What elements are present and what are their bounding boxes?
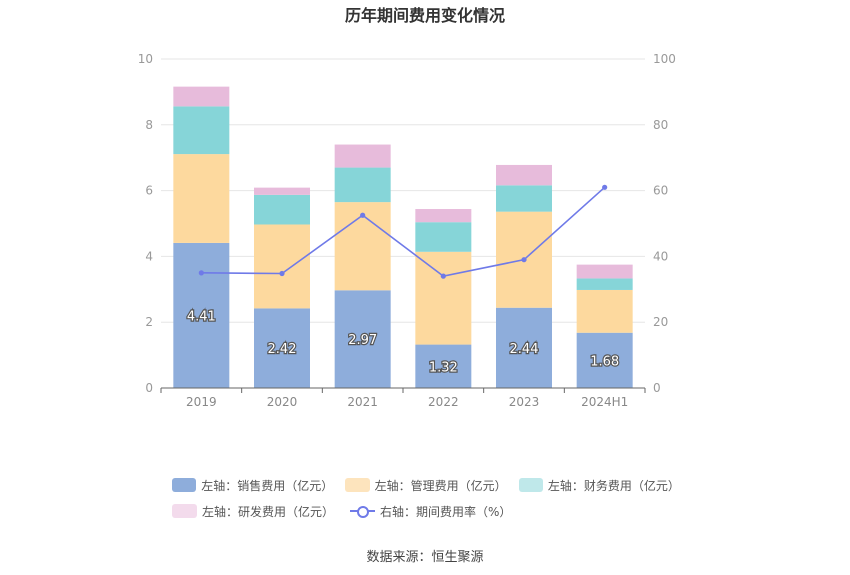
left-axis-tick-label: 4 (145, 249, 153, 263)
right-axis-tick-label: 80 (653, 118, 668, 132)
legend-item[interactable]: 左轴：财务费用（亿元） (518, 477, 680, 494)
legend-swatch (345, 478, 370, 492)
rate-line (201, 186, 606, 277)
legend-swatch (518, 478, 543, 492)
left-axis-tick-label: 8 (145, 118, 153, 132)
chart-title: 历年期间费用变化情况 (344, 6, 505, 25)
bar-3-2020 (254, 194, 310, 225)
bar-3-2019 (173, 106, 230, 155)
legend-label: 左轴：财务费用（亿元） (547, 478, 680, 493)
x-axis-tick-label: 2024H1 (581, 395, 628, 409)
bar-1-2022 (415, 344, 472, 388)
legend-label: 右轴：期间费用率（%） (380, 504, 512, 519)
rate-line-point (440, 273, 446, 279)
bar-3-2024H1 (576, 278, 633, 290)
bar-3-2023 (496, 185, 552, 212)
x-axis-tick-label: 2021 (347, 395, 378, 409)
legend-item[interactable]: 左轴：管理费用（亿元） (345, 477, 507, 494)
bar-data-label: 2.42 (268, 342, 297, 357)
bar-3-2022 (415, 222, 472, 252)
legend-label: 左轴：研发费用（亿元） (202, 504, 335, 519)
legend: 左轴：销售费用（亿元） 左轴：管理费用（亿元） 左轴：财务费用（亿元） 左轴：研发费用… (172, 472, 692, 524)
bar-4-2024H1 (576, 264, 633, 279)
right-axis-tick-label: 20 (653, 315, 668, 329)
left-axis-tick-label: 0 (145, 381, 153, 395)
bar-data-label: 2.97 (348, 333, 377, 348)
rate-line-point (279, 270, 285, 277)
legend-item[interactable]: 右轴：期间费用率（%） (350, 503, 511, 520)
bar-data-label: 1.68 (590, 354, 619, 369)
bar-1-2020 (254, 308, 310, 388)
right-axis-tick-label: 100 (653, 52, 676, 66)
rate-line-point (521, 257, 527, 263)
bar-2-2019 (173, 154, 230, 243)
bar-data-label: 1.32 (429, 360, 458, 375)
left-axis-tick-label: 10 (138, 52, 153, 66)
bar-data-label: 4.41 (187, 309, 216, 324)
rate-line-point (360, 212, 366, 218)
x-axis-tick-label: 2020 (267, 395, 298, 409)
legend-label: 左轴：销售费用（亿元） (201, 478, 334, 493)
x-axis-tick-label: 2019 (186, 395, 217, 409)
bar-data-label: 2.44 (510, 342, 539, 357)
legend-item[interactable]: 左轴：销售费用（亿元） (172, 477, 334, 494)
left-axis-tick-label: 6 (145, 184, 153, 198)
bar-2-2020 (254, 224, 310, 309)
right-axis-tick-label: 40 (653, 249, 668, 263)
legend-swatch (172, 504, 197, 518)
bar-4-2020 (254, 187, 310, 195)
source-note: 数据来源：恒生聚源 (366, 550, 484, 565)
legend-row: 左轴：研发费用（亿元） 右轴：期间费用率（%） (172, 498, 692, 524)
bar-3-2021 (334, 167, 391, 203)
bar-2-2024H1 (576, 289, 633, 333)
legend-line-marker (350, 504, 376, 518)
right-axis-tick-label: 60 (653, 184, 668, 198)
left-axis-tick-label: 2 (145, 315, 153, 329)
x-axis-tick-label: 2023 (509, 395, 540, 409)
bar-1-2024H1 (576, 332, 633, 388)
bar-4-2021 (334, 144, 391, 168)
bar-1-2021 (334, 290, 391, 388)
legend-row: 左轴：销售费用（亿元） 左轴：管理费用（亿元） 左轴：财务费用（亿元） (172, 472, 692, 498)
rate-line-point (602, 184, 608, 190)
legend-item[interactable]: 左轴：研发费用（亿元） (172, 503, 334, 520)
rate-line-point (198, 270, 204, 276)
legend-label: 左轴：管理费用（亿元） (374, 478, 507, 493)
bar-1-2019 (173, 242, 230, 388)
bar-4-2019 (173, 86, 230, 107)
legend-swatch (172, 478, 197, 492)
bar-2-2022 (415, 251, 472, 345)
bar-4-2022 (415, 209, 472, 223)
bar-1-2023 (496, 307, 552, 388)
right-axis-tick-label: 0 (653, 381, 661, 395)
x-axis-tick-label: 2022 (428, 395, 459, 409)
bar-4-2023 (496, 164, 552, 186)
